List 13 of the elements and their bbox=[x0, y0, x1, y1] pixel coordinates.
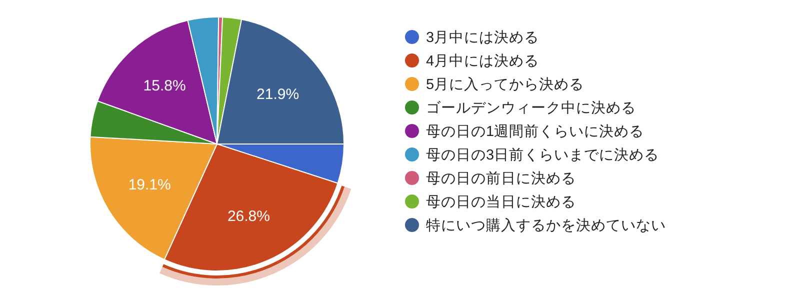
legend-label: 4月中には決める bbox=[426, 52, 540, 70]
data-label: 26.8% bbox=[227, 208, 270, 226]
legend-label: 母の日の前日に決める bbox=[426, 170, 576, 187]
data-label: 15.8% bbox=[143, 77, 186, 94]
data-label: 19.1% bbox=[128, 176, 171, 194]
legend-label: 母の日の当日に決める bbox=[426, 194, 576, 210]
legend-label: 5月に入ってから決める bbox=[426, 76, 584, 93]
legend-label: 3月中には決める bbox=[426, 29, 540, 46]
legend-label: 特にいつ購入するかを決めていない bbox=[426, 217, 666, 234]
data-label: 21.9% bbox=[256, 86, 300, 103]
legend-label: 母の日の3日前くらいまでに決める bbox=[426, 146, 660, 164]
legend-label: 母の日の1週間前くらいに決める bbox=[426, 123, 644, 140]
legend-label: ゴールデンウィーク中に決める bbox=[426, 100, 636, 116]
